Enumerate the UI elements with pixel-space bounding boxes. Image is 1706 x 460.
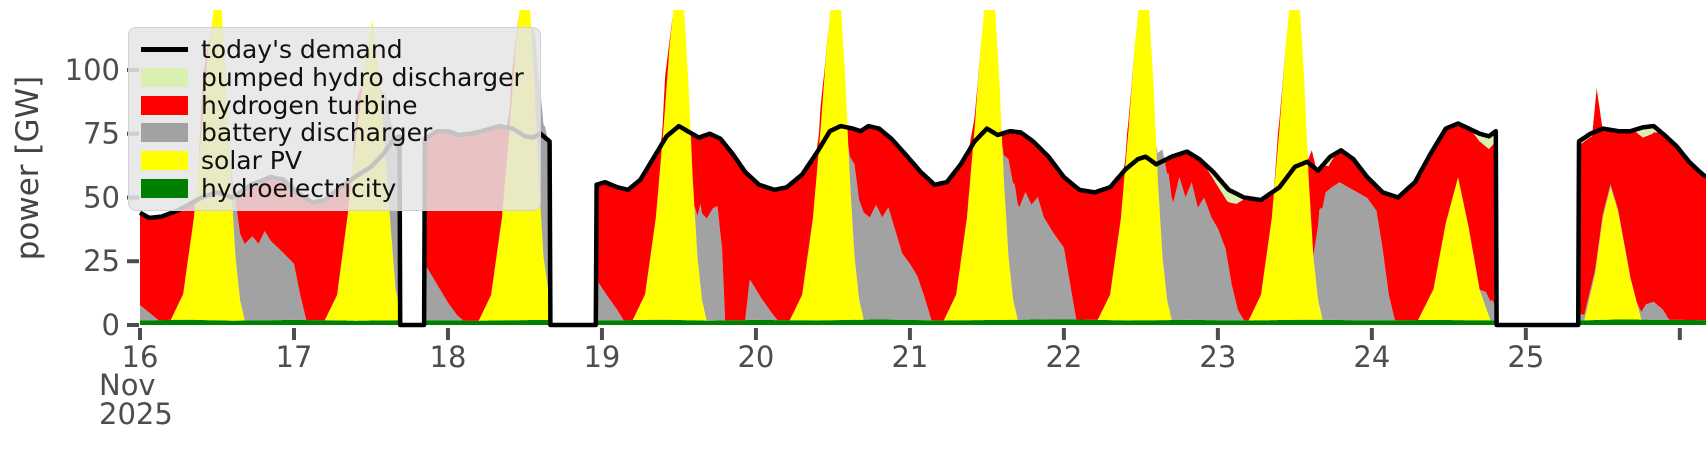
y-axis-label: power [GW] — [10, 76, 46, 261]
legend-label: hydroelectricity — [201, 173, 397, 203]
y-tick-label: 50 — [83, 180, 120, 214]
area-hydrogen-turbine — [140, 10, 1706, 325]
x-tick-label: 22 — [1045, 340, 1082, 374]
legend-item-solar-pv: solar PV — [141, 147, 524, 175]
x-axis-year-label: 2025 — [99, 397, 173, 431]
legend-label: today's demand — [201, 35, 403, 65]
legend-color-swatch — [141, 95, 188, 115]
y-tick-label: 75 — [83, 117, 120, 151]
legend-label: hydrogen turbine — [201, 90, 418, 120]
y-tick-label: 0 — [102, 308, 120, 342]
legend-label: pumped hydro discharger — [201, 63, 524, 92]
y-tick-label: 100 — [65, 53, 120, 87]
legend-item-pumped-hydro-discharger: pumped hydro discharger — [141, 64, 524, 92]
x-tick-label: 19 — [583, 340, 620, 374]
x-tick-label: 17 — [276, 340, 313, 374]
x-axis-month-label: Nov — [99, 368, 156, 402]
legend-item-hydroelectricity: hydroelectricity — [141, 174, 524, 202]
legend-item-battery-discharger: battery discharger — [141, 119, 524, 147]
legend-item-today-s-demand: today's demand — [141, 36, 524, 64]
x-tick-label: 16 — [122, 340, 159, 374]
legend-label: battery discharger — [201, 118, 433, 148]
x-tick-label: 20 — [737, 340, 774, 374]
legend-label: solar PV — [201, 146, 302, 176]
legend-color-swatch — [141, 68, 188, 87]
x-tick-label: 25 — [1507, 340, 1544, 374]
legend-line-swatch — [141, 47, 188, 53]
area-hydroelectricity — [140, 319, 1706, 325]
legend-color-swatch — [141, 151, 188, 171]
legend-item-hydrogen-turbine: hydrogen turbine — [141, 91, 524, 119]
legend-color-swatch — [141, 178, 188, 198]
area-battery-discharger — [140, 10, 1706, 325]
x-tick-label: 21 — [891, 340, 928, 374]
legend-color-swatch — [141, 123, 188, 143]
x-tick-label: 18 — [430, 340, 467, 374]
x-tick-label: 23 — [1199, 340, 1236, 374]
y-tick-label: 25 — [83, 244, 120, 278]
x-tick-label: 24 — [1353, 340, 1390, 374]
demand-line — [139, 121, 1706, 328]
chart-legend: today's demand pumped hydro discharger hyd… — [128, 27, 541, 211]
